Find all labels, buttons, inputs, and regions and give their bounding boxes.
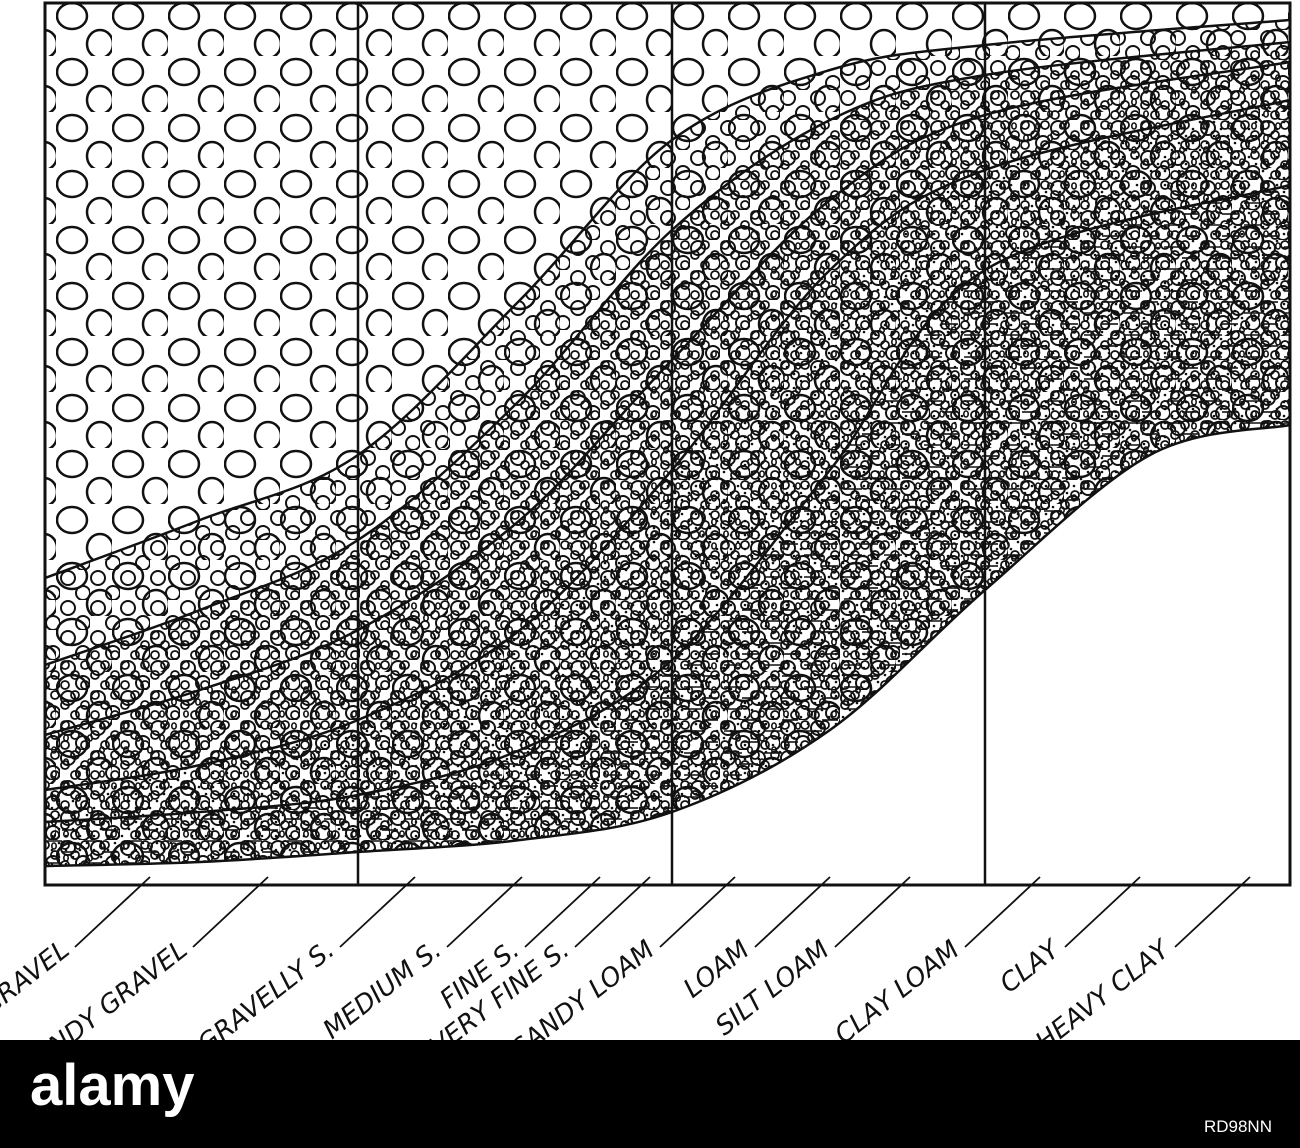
frame	[43, 1, 1292, 887]
leader-line	[1064, 876, 1141, 948]
leader-line	[964, 876, 1041, 948]
leader-line	[574, 876, 651, 948]
layer-fill	[45, 425, 1290, 885]
watermark-bar	[0, 1040, 1300, 1148]
leader-line	[524, 876, 601, 948]
layer-boundary	[44, 423, 1291, 868]
leader-line	[659, 876, 736, 948]
texture-label: CLAY LOAM	[829, 935, 965, 1050]
watermark-id: RD98NN	[1204, 1117, 1272, 1136]
leader-line	[446, 876, 523, 948]
watermark-logo: alamy	[30, 1053, 194, 1118]
leader-line	[754, 876, 831, 948]
texture-label: GRAVEL	[0, 935, 75, 1022]
leader-line	[834, 876, 911, 948]
soil-layers	[43, 1, 1292, 887]
leader-line	[74, 876, 151, 948]
leader-line	[339, 876, 416, 948]
leader-line	[192, 876, 269, 948]
texture-label: MEDIUM S.	[318, 935, 448, 1045]
texture-label: CLAY	[995, 934, 1067, 1000]
leader-line	[1174, 876, 1251, 948]
